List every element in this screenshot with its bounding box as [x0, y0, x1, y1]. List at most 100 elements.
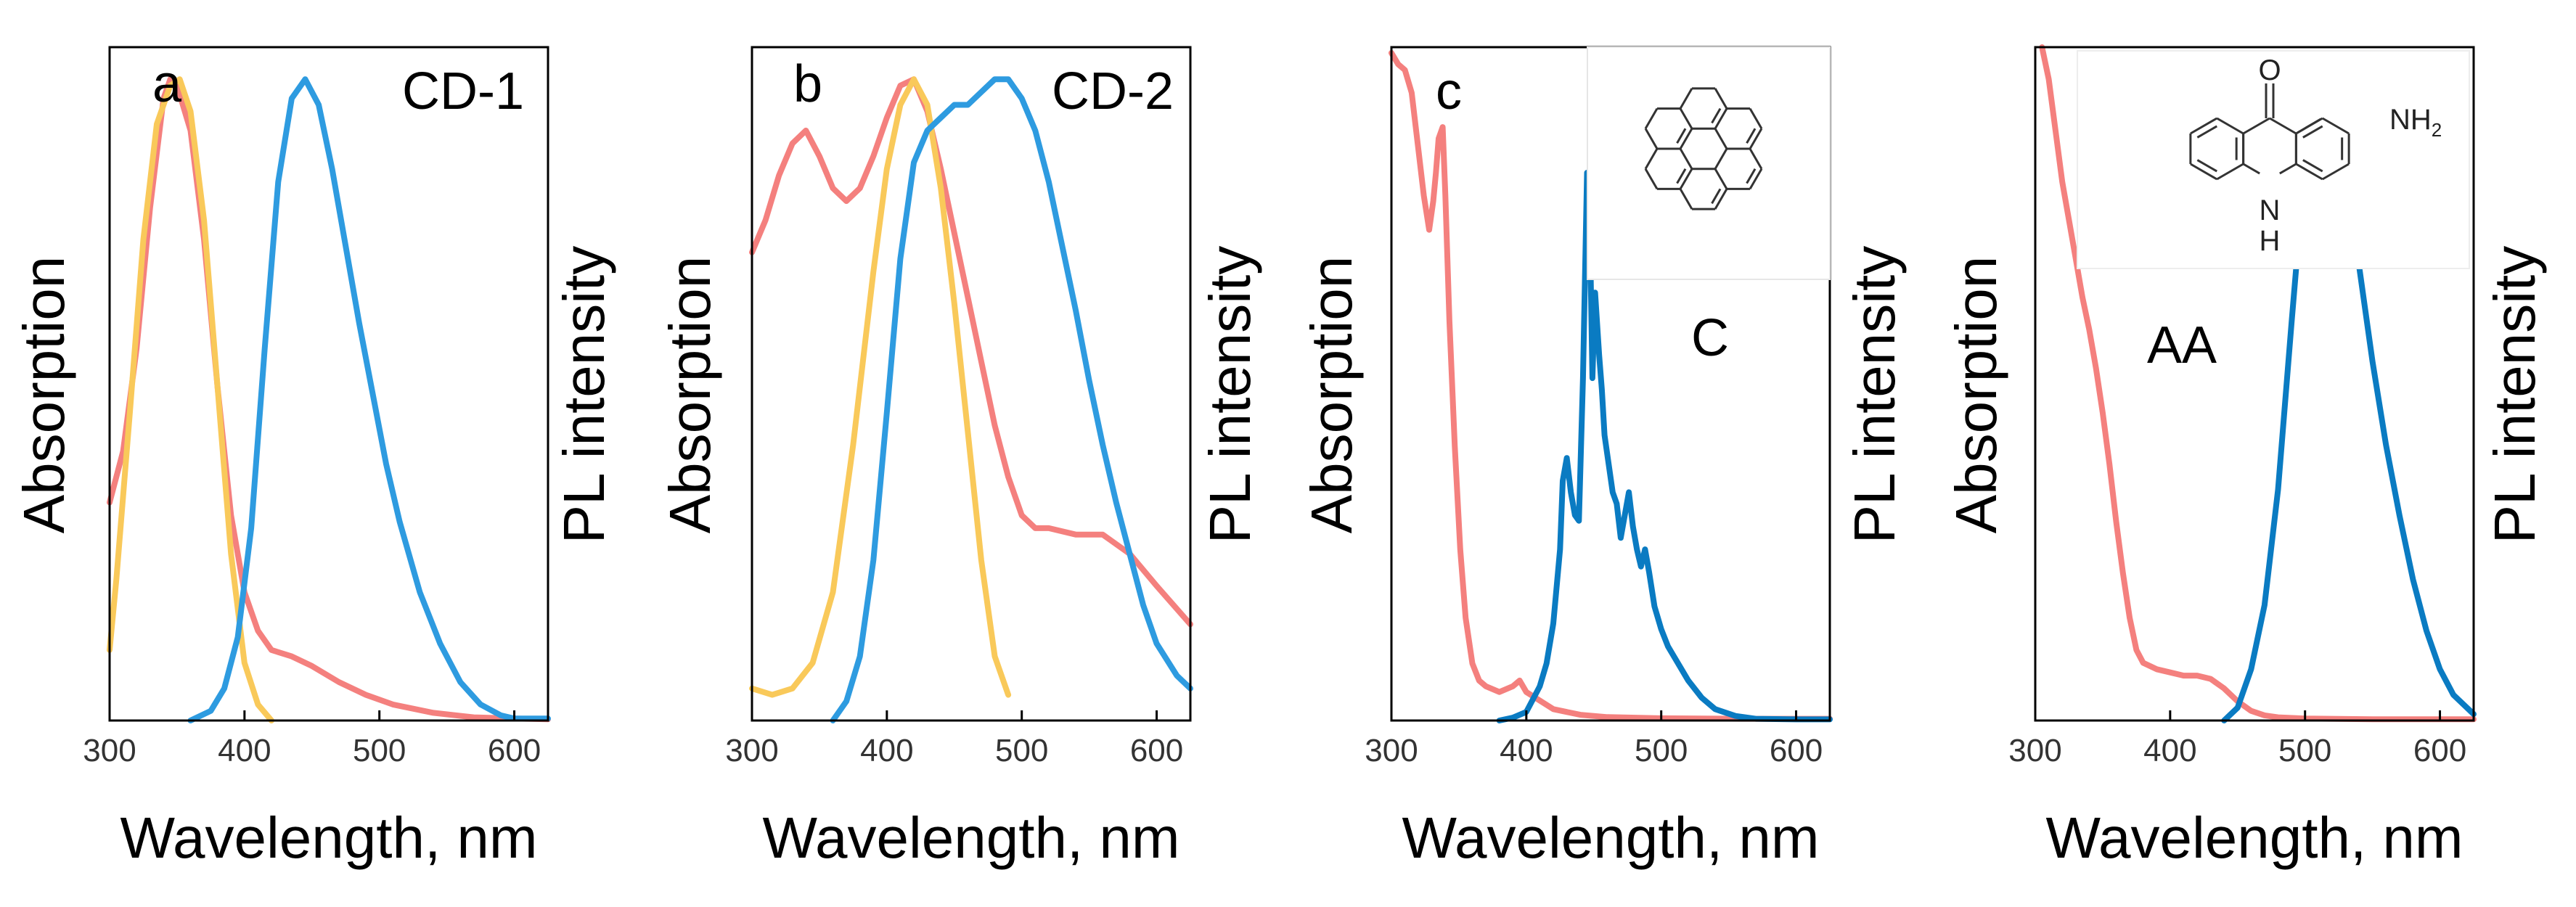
aa-atom-hydrogen: H [2260, 225, 2281, 257]
aa-atom-oxygen: O [2258, 54, 2281, 86]
coronene-bond [1714, 168, 1728, 190]
panel-a-xtick-label-600: 600 [488, 733, 541, 768]
panel-c-xtick-label-300: 300 [1365, 733, 1418, 768]
panel-a-ylabel-right: PL intensity [552, 246, 616, 544]
panel-d-xtick-label-400: 400 [2143, 733, 2196, 768]
panel-b-series-emission_light [830, 76, 1193, 723]
panel-b-xtick-label-400: 400 [860, 733, 913, 768]
coronene-double-bond [1711, 107, 1722, 124]
panel-c-series-emission_dark [1496, 170, 1833, 723]
panel-a-letter: a [152, 55, 182, 113]
coronene-bond [1679, 128, 1693, 149]
panel-b: Absorption PL intensity 300 400 500 600 b C… [658, 46, 1262, 870]
coronene-bond [1714, 88, 1728, 110]
aa-bond [2279, 163, 2297, 175]
coronene-bond [1714, 107, 1728, 130]
aa-bond [2321, 163, 2350, 181]
aminoacridone-structure: O N H NH2 [2077, 50, 2470, 269]
coronene-structure [1587, 46, 1831, 280]
panel-a-xtick-label-400: 400 [218, 733, 271, 768]
panel-c-ylabel-right: PL intensity [1842, 246, 1907, 544]
coronene-bond [1714, 188, 1728, 210]
panel-c-plot-area: 300 400 500 600 [1365, 49, 1833, 768]
aminoacridone-bonds [2189, 83, 2350, 181]
panel-a-xtick-label-500: 500 [353, 733, 406, 768]
panel-d-series-absorption [2039, 44, 2477, 723]
panel-d-ylabel-right: PL intensity [2482, 246, 2547, 544]
panel-a-series-absorption [107, 76, 551, 723]
coronene-double-bond [1711, 188, 1722, 205]
panel-a-sample-name: CD-1 [402, 62, 524, 120]
panel-c-xtick-label-400: 400 [1500, 733, 1553, 768]
coronene-bond [1749, 107, 1763, 130]
coronene-bonds [1644, 87, 1763, 210]
panel-b-xlabel: Wavelength, nm [762, 805, 1179, 870]
aa-amine-subscript: 2 [2432, 119, 2442, 141]
panel-a-plot-area: 300 400 500 600 [83, 76, 551, 768]
coronene-bond [1749, 128, 1763, 149]
coronene-double-bond [1676, 168, 1687, 184]
panel-d-frame [2034, 46, 2475, 722]
panel-a-series-excitation [107, 76, 274, 723]
aa-amine-nh: NH [2389, 104, 2432, 136]
panel-a-ylabel-left: Absorption [12, 256, 76, 533]
panel-b-ylabel-right: PL intensity [1198, 246, 1262, 544]
coronene-double-bond [1746, 128, 1757, 144]
panel-d-xlabel: Wavelength, nm [2045, 805, 2463, 870]
coronene-bond [1749, 168, 1763, 190]
aa-double-bond [2302, 159, 2323, 173]
panel-d-xtick-label-600: 600 [2413, 733, 2466, 768]
panel-a-xtick-label-300: 300 [83, 733, 136, 768]
aa-bond [2295, 163, 2323, 181]
panel-b-plot-area: 300 400 500 600 [725, 76, 1193, 768]
coronene-bond [1644, 128, 1659, 149]
aa-bond [2321, 117, 2350, 135]
coronene-bond [1749, 148, 1763, 170]
panel-c-ylabel-left: Absorption [1299, 256, 1364, 533]
panel-b-sample-name: CD-2 [1052, 62, 1174, 120]
panel-d-ylabel-left: Absorption [1944, 256, 2008, 533]
panel-b-xtick-label-500: 500 [995, 733, 1048, 768]
aa-bond [2190, 163, 2218, 181]
aa-bond [2216, 163, 2244, 181]
coronene-bond [1714, 148, 1728, 170]
coronene-label: C [1691, 309, 1729, 367]
coronene-double-bond [1746, 168, 1757, 184]
aa-bond [2242, 163, 2260, 175]
aa-double-bond [2196, 125, 2218, 139]
panel-c-letter: c [1436, 62, 1462, 120]
panel-d-xtick-label-300: 300 [2008, 733, 2061, 768]
panel-b-series-excitation [749, 76, 1012, 698]
panel-a-xlabel: Wavelength, nm [120, 805, 537, 870]
panel-b-xtick-label-600: 600 [1130, 733, 1183, 768]
coronene-double-bond [1676, 128, 1687, 144]
coronene-bond [1679, 168, 1693, 190]
panel-d-xtick-label-500: 500 [2278, 733, 2331, 768]
panel-c-xtick-label-600: 600 [1770, 733, 1823, 768]
coronene-bond [1714, 128, 1728, 149]
aa-double-bond [2196, 159, 2218, 173]
panel-c: Absorption PL intensity 300 400 500 600 c C… [1299, 46, 1907, 870]
aminoacridone-label: AA [2147, 316, 2217, 374]
panel-b-frame [751, 46, 1192, 722]
panel-c-xtick-label-500: 500 [1635, 733, 1688, 768]
aa-bond [2269, 117, 2297, 135]
aa-atom-amine: NH2 [2389, 104, 2442, 141]
panel-b-ylabel-left: Absorption [658, 256, 722, 533]
coronene-bond [1644, 168, 1659, 190]
aa-double-bond [2302, 125, 2323, 139]
panel-a: Absorption PL intensity 300 400 500 600 a C… [12, 46, 616, 870]
panel-b-xtick-label-300: 300 [725, 733, 778, 768]
coronene-bond [1644, 107, 1659, 130]
coronene-bond [1679, 188, 1693, 210]
aa-bond [2216, 117, 2244, 135]
aa-amine-bond [2295, 118, 2322, 135]
coronene-bond [1679, 107, 1693, 130]
coronene-bond [1679, 148, 1693, 170]
coronene-bond [1679, 88, 1693, 110]
panel-a-series-emission_light [187, 76, 551, 723]
panel-a-frame [108, 46, 549, 722]
panel-c-series-absorption [1389, 49, 1833, 722]
